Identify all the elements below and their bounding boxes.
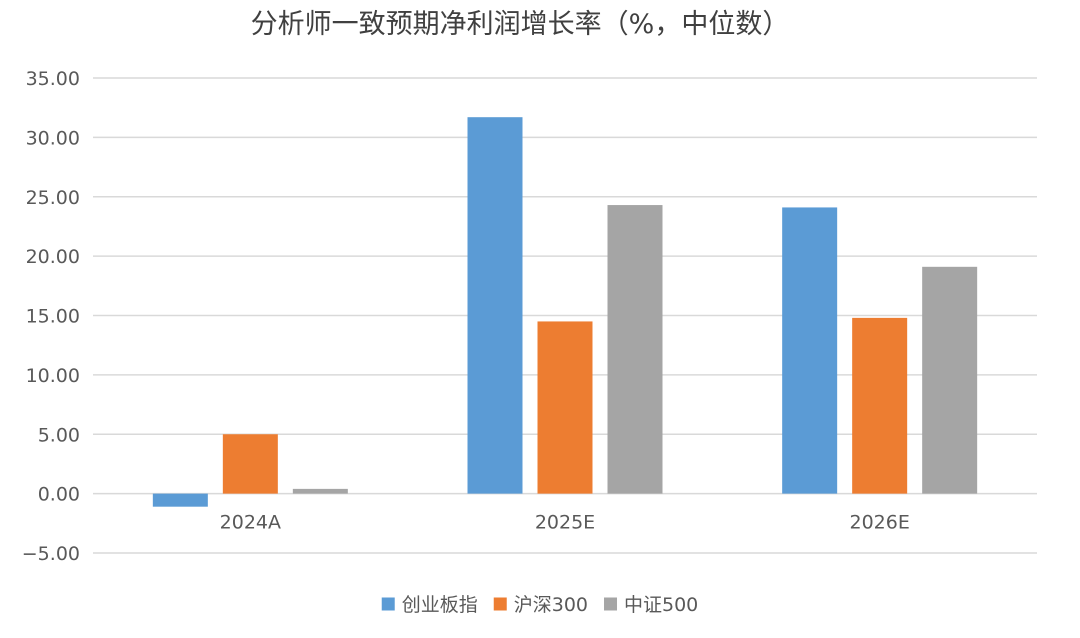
x-axis: 2024A 2025E 2026E [220, 512, 910, 534]
y-tick-label: 15.00 [26, 306, 80, 328]
x-tick-label: 2025E [535, 512, 595, 534]
bar-2026E-沪深300 [852, 317, 908, 494]
bar-2025E-创业板指 [467, 117, 523, 494]
y-tick-label: −5.00 [22, 543, 80, 565]
bars [152, 117, 978, 507]
y-tick-label: 0.00 [38, 484, 80, 506]
bar-2024A-沪深300 [222, 434, 278, 494]
x-tick-label: 2026E [849, 512, 909, 534]
legend-item: 沪深300 [493, 594, 588, 616]
legend-label: 中证500 [624, 594, 698, 616]
y-axis: 35.00 30.00 25.00 20.00 15.00 10.00 5.00 0.00 −5… [22, 68, 80, 565]
legend-item: 中证500 [604, 594, 698, 616]
chart-title: 分析师一致预期净利润增长率（%，中位数） [251, 9, 790, 40]
bar-2026E-创业板指 [782, 207, 838, 494]
legend: 创业板指 沪深300 中证500 [381, 594, 698, 616]
bar-2025E-沪深300 [537, 321, 593, 494]
legend-item: 创业板指 [381, 594, 478, 616]
x-tick-label: 2024A [220, 512, 281, 534]
bar-2024A-中证500 [292, 488, 348, 494]
bar-2025E-中证500 [607, 205, 663, 494]
y-tick-label: 20.00 [26, 246, 80, 268]
legend-label: 沪深300 [514, 594, 588, 616]
bar-2026E-中证500 [922, 266, 978, 494]
bar-2024A-创业板指 [152, 493, 208, 507]
legend-swatch [381, 597, 395, 611]
y-tick-label: 35.00 [26, 68, 80, 90]
y-tick-label: 10.00 [26, 365, 80, 387]
legend-swatch [493, 597, 507, 611]
y-tick-label: 5.00 [38, 424, 80, 446]
y-tick-label: 30.00 [26, 127, 80, 149]
y-tick-label: 25.00 [26, 187, 80, 209]
legend-label: 创业板指 [402, 594, 478, 616]
legend-swatch [604, 597, 618, 611]
